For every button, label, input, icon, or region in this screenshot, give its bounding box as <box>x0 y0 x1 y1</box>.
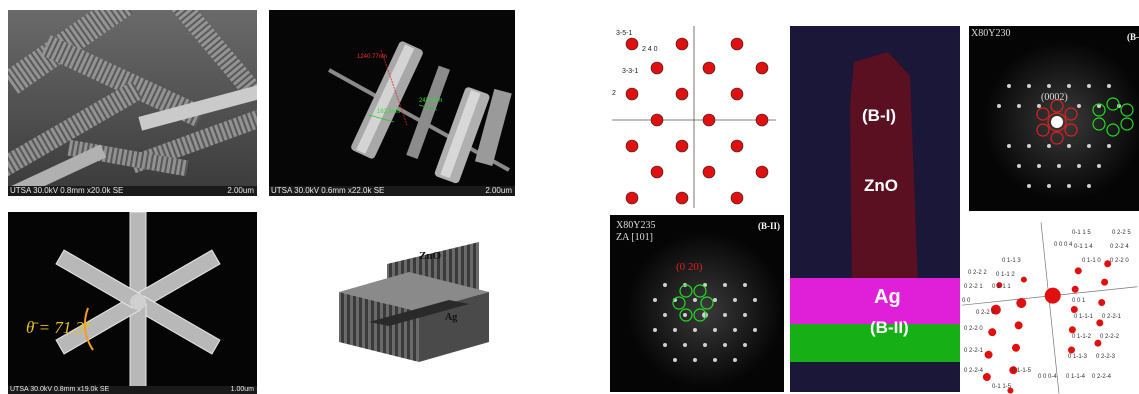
index-label: 0 2-2-3 <box>1096 354 1116 360</box>
index-label: 2 <box>612 90 616 97</box>
index-label: 0 0 1 <box>1072 298 1086 304</box>
zone-axis-label: ZA [101] <box>616 232 653 243</box>
panel-tag: (B-II) <box>758 221 780 231</box>
index-label: 0 1-1-5 <box>1012 368 1032 374</box>
index-label: 0 2-2-4 <box>964 368 984 374</box>
index-label: 0 2-2-1 <box>1102 314 1122 320</box>
indexed-pattern: 0-1 1 5 0 2-2 5 0 0 0 4 0-1 1 4 0 2-2 4 … <box>962 222 1138 394</box>
red-dot-pattern <box>612 26 776 208</box>
index-label: 3-5-1 <box>616 30 633 37</box>
index-label: 0 0 0 4 <box>1054 242 1073 248</box>
saed-pattern-b-i <box>969 26 1139 211</box>
index-label: 3-3-1 <box>622 68 639 75</box>
angle-label: θ̄ = 71.3° <box>26 318 91 337</box>
index-label: 0 2-2 0 <box>1110 258 1129 264</box>
scale-bar-label: 1.00um <box>230 386 254 393</box>
sem-info-bar: UTSA 30.0kV 0.6mm x22.0k SE <box>271 186 385 195</box>
index-label: 0 2-2 5 <box>1112 230 1131 236</box>
simulated-pattern-bottom: 0-1 1 5 0 2-2 5 0 0 0 4 0-1 1 4 0 2-2 4 … <box>962 222 1139 394</box>
zno-label: ZnO <box>419 250 442 262</box>
scale-bar-label: 2.00um <box>227 186 254 195</box>
schematic-panel: ZnO Ag <box>269 212 515 394</box>
index-label: 0 2-2 1 <box>964 284 983 290</box>
sem-panel-rods: 1240.77nm 163.6nm 243.6nm UTSA 30.0kV 0.… <box>269 10 515 196</box>
index-label: 0 1-1 1 <box>992 284 1011 290</box>
location-label: X80Y230 <box>971 28 1011 39</box>
sem-panel-star: θ̄ = 71.3° UTSA 30.0kV 0.8mm x19.0k SE 1… <box>8 212 257 394</box>
measure-width-label-1: 163.6nm <box>377 109 401 115</box>
index-label: 0 1-1-3 <box>1068 354 1088 360</box>
index-label: 0-1 1 5 <box>1072 230 1091 236</box>
location-label: X80Y235 <box>616 220 656 231</box>
index-label: 0 1-1 2 <box>996 272 1015 278</box>
eds-map-panel: (B-I) ZnO Ag (B-II) <box>790 26 960 392</box>
sem-combs-image <box>8 10 257 196</box>
region-b-i-label: (B-I) <box>862 106 896 125</box>
index-label: 0 2-2 0 <box>964 326 983 332</box>
sem-star-image <box>8 212 257 394</box>
index-label: 0 0 <box>962 298 971 304</box>
index-label: 0 2-2 0 <box>976 310 995 316</box>
ag-label: Ag <box>874 286 901 308</box>
index-label: 0-1 1 4 <box>1074 244 1093 250</box>
ag-label: Ag <box>445 312 458 323</box>
simulated-pattern-top: 3-5-1 2 4 0 3-3-1 2 <box>612 26 776 208</box>
zno-ag-schematic <box>339 242 489 362</box>
panel-tag: (B- <box>1127 32 1139 42</box>
saed-pattern-b-ii <box>610 215 784 392</box>
index-label: 0 1-1-1 <box>1074 314 1094 320</box>
index-label: 0 2-2-4 <box>1092 374 1112 380</box>
index-label: 0 1-1-4 <box>1066 374 1086 380</box>
zno-label: ZnO <box>864 176 898 195</box>
index-label: 2 4 0 <box>642 46 658 53</box>
measure-width-label-2: 243.6nm <box>419 98 443 104</box>
region-b-ii-label: (B-II) <box>870 318 909 337</box>
sem-panel-combs: UTSA 30.0kV 0.8mm x20.0k SE 2.00um <box>8 10 257 196</box>
index-label: 0 2-2-1 <box>964 348 984 354</box>
diffraction-b-i: X80Y230 (B- (0002) <box>969 26 1139 211</box>
index-label: 0-1 1-5 <box>992 384 1012 390</box>
sem-info-bar: UTSA 30.0kV 0.8mm x20.0k SE <box>10 186 124 195</box>
sem-rods-image <box>269 10 515 196</box>
index-label: 0 1-1 3 <box>1002 258 1021 264</box>
index-label: 0 2-2 4 <box>1110 244 1129 250</box>
scale-bar-label: 2.00um <box>485 186 512 195</box>
index-label: 0 0 0-4 <box>1038 374 1057 380</box>
spot-index-label: (0 20) <box>676 261 703 273</box>
index-label: 0 1-1 0 <box>1082 258 1101 264</box>
sem-info-bar: UTSA 30.0kV 0.8mm x19.0k SE <box>10 386 110 393</box>
eds-map-image <box>790 26 960 392</box>
index-label: 0 2-2 2 <box>968 270 987 276</box>
index-label: 0 1-1-2 <box>1072 334 1092 340</box>
spot-index-label: (0002) <box>1041 92 1068 103</box>
diffraction-b-ii: X80Y235 ZA [101] (B-II) (0 20) <box>610 215 784 392</box>
index-label: 0 2-2-2 <box>1100 334 1120 340</box>
measure-length-label: 1240.77nm <box>357 54 388 60</box>
